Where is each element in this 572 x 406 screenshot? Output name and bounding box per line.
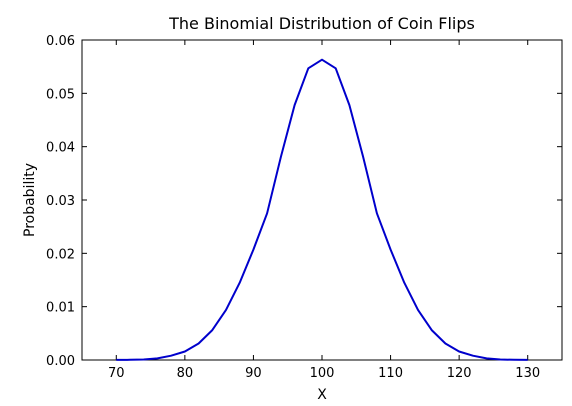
y-tick-label: 0.02 <box>46 247 75 262</box>
y-tick-label: 0.03 <box>46 194 75 209</box>
y-tick-label: 0.01 <box>46 301 75 316</box>
x-tick-label: 70 <box>108 366 125 381</box>
y-tick-label: 0.00 <box>46 354 75 369</box>
y-axis-ticks: 0.00 0.01 0.02 0.03 0.04 0.05 0.06 <box>46 34 562 369</box>
chart-title: The Binomial Distribution of Coin Flips <box>168 14 475 33</box>
x-tick-label: 110 <box>378 366 403 381</box>
y-tick-label: 0.04 <box>46 141 75 156</box>
plot-frame <box>81 39 563 361</box>
y-tick-label: 0.05 <box>46 87 75 102</box>
y-axis-label: Probability <box>22 163 38 237</box>
y-tick-label: 0.06 <box>46 34 75 49</box>
x-tick-label: 130 <box>515 366 540 381</box>
x-axis-ticks: 70 80 90 100 110 120 130 <box>108 40 540 381</box>
series-layer <box>116 58 528 361</box>
x-tick-label: 100 <box>310 366 335 381</box>
x-tick-label: 80 <box>177 366 194 381</box>
x-axis-label: X <box>317 387 327 403</box>
x-tick-label: 90 <box>245 366 262 381</box>
x-tick-label: 120 <box>447 366 472 381</box>
series-line <box>116 58 528 361</box>
